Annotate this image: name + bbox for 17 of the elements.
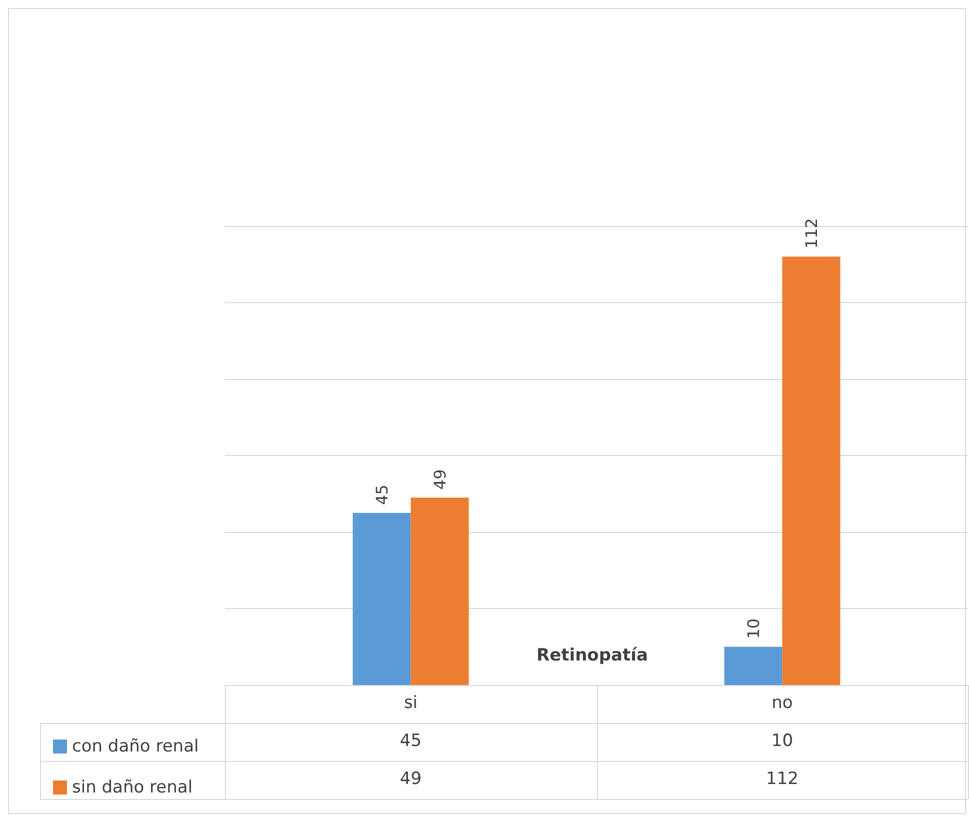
x-tick-label: no	[770, 692, 794, 715]
x-axis-title: Retinopatía	[536, 646, 648, 666]
legend-label: sin daño renal	[72, 778, 193, 798]
x-tick-label: si	[402, 692, 419, 715]
text: 49	[398, 768, 423, 791]
data-label: 45	[372, 484, 392, 505]
bar	[724, 646, 782, 685]
bar	[782, 256, 840, 685]
text: 10	[770, 730, 794, 753]
data-label: 49	[430, 469, 450, 490]
bar	[352, 512, 411, 685]
legend-label: con daño renal	[72, 736, 199, 756]
bar	[410, 498, 469, 685]
text: 45	[398, 730, 423, 753]
data-label: 10	[744, 618, 763, 639]
data-label: 112	[802, 218, 821, 249]
text: 112	[765, 768, 800, 791]
